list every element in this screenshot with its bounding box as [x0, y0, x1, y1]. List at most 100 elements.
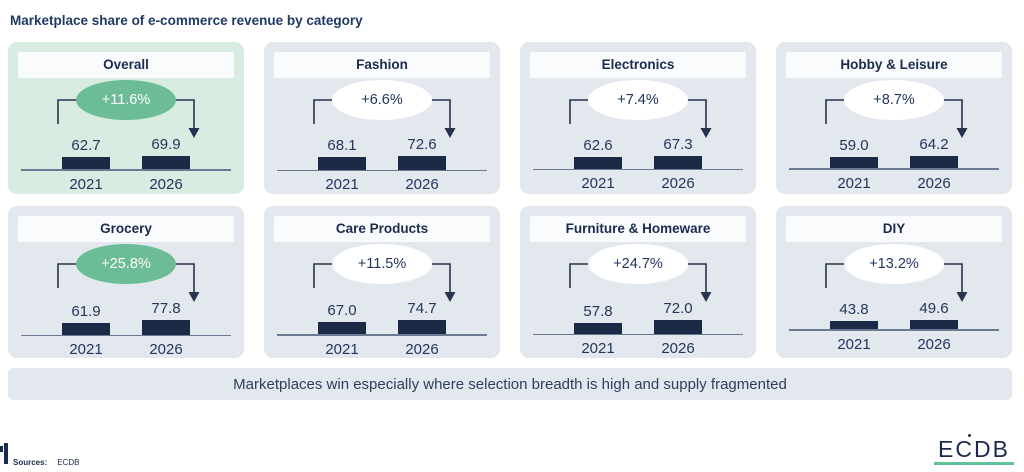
- bar-2021: [62, 323, 110, 335]
- ecdb-wordmark: ECDB: [938, 436, 1010, 462]
- card-title: Overall: [18, 52, 234, 78]
- year-label-2026: 2026: [917, 174, 951, 192]
- page-title: Marketplace share of e-commerce revenue …: [10, 13, 363, 28]
- bar-2026: [654, 320, 702, 334]
- bar-chart: 61.9 77.8 2021 2026: [18, 300, 234, 358]
- axis-baseline: [277, 334, 487, 336]
- year-label-2026: 2026: [405, 340, 439, 358]
- bar-chart: 57.8 72.0 2021 2026: [530, 300, 746, 357]
- category-card-electronics: Electronics +7.4% 62.6 67.3 2021 2026: [520, 42, 756, 194]
- category-card-fashion: Fashion +6.6% 68.1 72.6 2021 2026: [264, 42, 500, 194]
- year-label-2026: 2026: [661, 175, 695, 193]
- category-card-grid: Overall +11.6% 62.7 69.9 2021 2026: [8, 42, 1012, 358]
- bar-chart: 62.6 67.3 2021 2026: [530, 136, 746, 192]
- card-title: Electronics: [530, 52, 746, 78]
- change-badge: +24.7%: [588, 244, 688, 284]
- bar-value-2026: 64.2: [919, 136, 949, 153]
- bar-value-2026: 67.3: [663, 136, 693, 153]
- category-card-hobby-leisure: Hobby & Leisure +8.7% 59.0 64.2 2021 202…: [776, 42, 1012, 194]
- sources-value: ECDB: [57, 458, 80, 467]
- change-badge: +11.5%: [332, 244, 432, 284]
- change-badge: +7.4%: [588, 80, 688, 120]
- bar-value-2021: 62.7: [71, 137, 101, 155]
- change-annotation: +24.7%: [530, 244, 746, 302]
- bar-value-2021: 67.0: [327, 301, 357, 319]
- bar-chart: 62.7 69.9 2021 2026: [18, 136, 234, 193]
- change-annotation: +25.8%: [18, 244, 234, 302]
- bar-2026: [142, 320, 190, 335]
- sources-note: Sources: ECDB: [13, 458, 79, 467]
- bar-value-2026: 72.0: [663, 300, 693, 317]
- change-annotation: +7.4%: [530, 80, 746, 138]
- change-annotation: +6.6%: [274, 80, 490, 138]
- axis-baseline: [789, 168, 999, 170]
- bar-2021: [318, 321, 366, 335]
- ecdb-logo: ECDB: [934, 434, 1014, 465]
- sources-label: Sources:: [13, 458, 48, 467]
- card-title: Fashion: [274, 52, 490, 78]
- bar-value-2026: 74.7: [407, 300, 437, 317]
- cropped-logo-fragment: [0, 443, 10, 465]
- bar-2021: [574, 322, 622, 334]
- change-badge: +13.2%: [844, 244, 944, 284]
- category-card-overall: Overall +11.6% 62.7 69.9 2021 2026: [8, 42, 244, 194]
- bar-value-2026: 49.6: [919, 300, 949, 317]
- year-label-2026: 2026: [149, 175, 183, 193]
- year-label-2021: 2021: [325, 340, 359, 358]
- year-label-2026: 2026: [661, 340, 695, 358]
- axis-baseline: [533, 168, 743, 171]
- card-title: Hobby & Leisure: [786, 52, 1002, 78]
- change-badge: +8.7%: [844, 80, 944, 120]
- axis-baseline: [789, 329, 999, 331]
- change-badge: +11.6%: [76, 80, 176, 120]
- bar-2026: [910, 156, 958, 169]
- category-card-furniture-homeware: Furniture & Homeware +24.7% 57.8 72.0 20…: [520, 206, 756, 358]
- year-label-2021: 2021: [325, 176, 359, 194]
- category-card-care-products: Care Products +11.5% 67.0 74.7 2021 2026: [264, 206, 500, 358]
- year-label-2021: 2021: [69, 341, 103, 359]
- bar-value-2026: 69.9: [151, 136, 181, 153]
- change-annotation: +8.7%: [786, 80, 1002, 138]
- year-label-2026: 2026: [405, 176, 439, 194]
- change-annotation: +11.6%: [18, 80, 234, 138]
- bar-value-2021: 62.6: [583, 136, 613, 154]
- change-annotation: +11.5%: [274, 244, 490, 302]
- ecdb-logo-dot: [968, 434, 971, 437]
- change-badge: +6.6%: [332, 80, 432, 120]
- bar-2021: [62, 157, 110, 170]
- bar-2026: [654, 156, 702, 169]
- year-label-2021: 2021: [581, 175, 615, 193]
- category-card-grocery: Grocery +25.8% 61.9 77.8 2021 2026: [8, 206, 244, 358]
- axis-baseline: [277, 169, 487, 172]
- ecdb-logo-underline: [934, 462, 1014, 465]
- bar-2021: [830, 321, 878, 330]
- change-badge: +25.8%: [76, 244, 176, 284]
- card-title: Grocery: [18, 216, 234, 242]
- key-insight-banner: Marketplaces win especially where select…: [8, 368, 1012, 400]
- bar-chart: 67.0 74.7 2021 2026: [274, 300, 490, 358]
- bar-2026: [142, 156, 190, 170]
- card-title: DIY: [786, 216, 1002, 242]
- bar-2021: [830, 157, 878, 169]
- category-card-diy: DIY +13.2% 43.8 49.6 2021 2026: [776, 206, 1012, 358]
- year-label-2021: 2021: [837, 174, 871, 192]
- card-title: Furniture & Homeware: [530, 216, 746, 242]
- axis-baseline: [21, 169, 231, 171]
- year-label-2026: 2026: [917, 335, 951, 353]
- year-label-2026: 2026: [149, 341, 183, 359]
- bar-chart: 43.8 49.6 2021 2026: [786, 300, 1002, 353]
- bar-2026: [910, 320, 958, 330]
- bar-2026: [398, 320, 446, 335]
- bar-value-2021: 59.0: [839, 137, 869, 154]
- axis-baseline: [533, 333, 743, 336]
- bar-2021: [574, 156, 622, 169]
- year-label-2021: 2021: [69, 175, 103, 193]
- year-label-2021: 2021: [581, 340, 615, 358]
- bar-value-2021: 57.8: [583, 302, 613, 320]
- axis-baseline: [21, 334, 231, 337]
- bar-value-2021: 43.8: [839, 301, 869, 319]
- bar-2026: [398, 156, 446, 170]
- bar-chart: 59.0 64.2 2021 2026: [786, 136, 1002, 192]
- year-label-2021: 2021: [837, 335, 871, 353]
